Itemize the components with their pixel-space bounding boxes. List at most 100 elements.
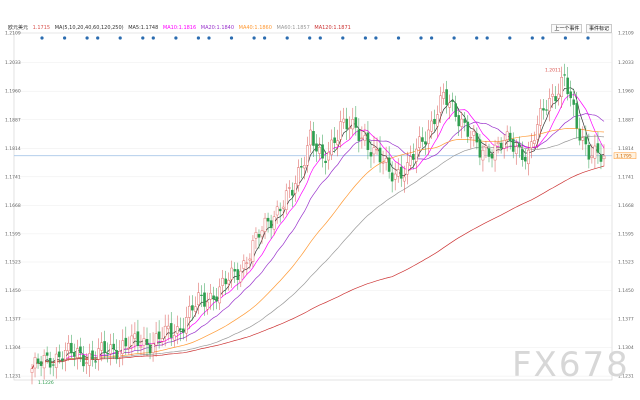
event-marker bbox=[396, 36, 401, 40]
ma-title: MA(5,10,20,40,60,120,250) bbox=[54, 25, 124, 31]
candle-body bbox=[530, 141, 533, 149]
y-tick-left: 1.1450 bbox=[5, 288, 21, 294]
candle-body bbox=[369, 152, 373, 157]
candle-body bbox=[448, 102, 451, 108]
candle-body bbox=[182, 328, 185, 333]
candle-body bbox=[70, 342, 73, 354]
event-marker bbox=[308, 36, 312, 40]
event-marker bbox=[285, 36, 289, 40]
event-marker bbox=[229, 36, 234, 40]
candle-body bbox=[100, 342, 103, 351]
candle-body bbox=[160, 338, 164, 342]
event-marker bbox=[85, 36, 89, 40]
candle-body bbox=[381, 162, 385, 164]
candle-body bbox=[303, 165, 306, 169]
y-tick-right: 1.1960 bbox=[618, 89, 634, 95]
candle-body bbox=[251, 240, 255, 262]
candle-body bbox=[97, 348, 100, 360]
ma40-line bbox=[31, 127, 605, 369]
event-marker bbox=[586, 36, 590, 40]
candle-body bbox=[45, 352, 49, 356]
candle-body bbox=[484, 145, 488, 148]
prev-event-button[interactable]: 上一个事件 bbox=[551, 24, 583, 33]
candle-body bbox=[508, 132, 512, 142]
candle-body bbox=[520, 149, 524, 160]
candle-body bbox=[342, 118, 346, 123]
candle-body bbox=[393, 173, 397, 180]
candle-body bbox=[493, 144, 497, 161]
candle-body bbox=[54, 353, 58, 368]
event-marker bbox=[196, 36, 200, 40]
y-tick-right: 1.1814 bbox=[618, 146, 634, 152]
current-price-tag-label: 1.1795 bbox=[616, 153, 632, 159]
ma120-legend: MA120:1.1871 bbox=[314, 25, 351, 31]
candle-body bbox=[390, 172, 394, 182]
candle-body bbox=[278, 208, 282, 212]
candle-body bbox=[345, 118, 349, 130]
candle-body bbox=[106, 353, 109, 355]
candle-body bbox=[212, 295, 215, 300]
event-marker bbox=[63, 36, 67, 40]
candle-body bbox=[263, 217, 267, 232]
ma60-legend: MA60:1.1857 bbox=[276, 25, 310, 31]
candle-body bbox=[430, 120, 433, 132]
candle-body bbox=[188, 305, 191, 318]
plot-frame bbox=[13, 32, 613, 381]
candle-body bbox=[121, 340, 125, 354]
candle-body bbox=[148, 344, 152, 354]
candle-body bbox=[439, 95, 442, 113]
candle-body bbox=[363, 135, 367, 141]
candle-body bbox=[578, 128, 582, 141]
candle-body bbox=[63, 350, 67, 360]
candle-body bbox=[378, 147, 382, 163]
candle-body bbox=[463, 118, 467, 123]
y-tick-right: 1.2109 bbox=[618, 31, 634, 37]
candle-body bbox=[197, 292, 200, 306]
candle-body bbox=[30, 368, 34, 373]
candle-body bbox=[178, 328, 182, 331]
ma5-legend: MA5:1.1748 bbox=[128, 25, 159, 31]
candle-body bbox=[539, 108, 542, 126]
candle-body bbox=[593, 145, 597, 159]
candle-body bbox=[91, 350, 94, 360]
candle-body bbox=[206, 301, 209, 310]
candle-body bbox=[339, 121, 342, 140]
candle-body bbox=[48, 358, 52, 368]
ma40-legend: MA40:1.1860 bbox=[238, 25, 272, 31]
event-marker bbox=[374, 36, 378, 40]
event-marker bbox=[452, 36, 456, 40]
candle-body bbox=[557, 93, 560, 99]
candle-body bbox=[281, 206, 285, 209]
candle-body bbox=[442, 92, 445, 99]
ma10-legend: MA10:1.1816 bbox=[162, 25, 197, 31]
candle-body bbox=[357, 129, 361, 141]
candle-body bbox=[454, 103, 458, 117]
candle-body bbox=[191, 305, 194, 311]
candle-body bbox=[312, 131, 315, 146]
candle-body bbox=[551, 93, 554, 97]
event-marker bbox=[419, 36, 423, 40]
candle-body bbox=[172, 335, 176, 341]
event-marker bbox=[151, 36, 155, 40]
event-marker bbox=[541, 36, 545, 40]
candle-body bbox=[469, 137, 473, 139]
candle-body bbox=[42, 355, 46, 369]
candle-body bbox=[254, 232, 258, 239]
candle-body bbox=[336, 140, 339, 145]
y-tick-right: 1.1668 bbox=[618, 203, 634, 209]
candle-body bbox=[517, 143, 521, 147]
y-tick-right: 1.1231 bbox=[618, 374, 634, 380]
candle-body bbox=[575, 103, 579, 129]
candle-body bbox=[560, 77, 563, 97]
candle-body bbox=[85, 362, 88, 364]
candle-body bbox=[466, 121, 470, 137]
event-marks-button[interactable]: 事件标记 bbox=[585, 24, 612, 33]
candle-body bbox=[478, 139, 482, 158]
event-marker bbox=[530, 36, 534, 40]
candle-body bbox=[427, 129, 430, 144]
symbol-label: 欧元美元 bbox=[8, 25, 29, 31]
candle-body bbox=[596, 143, 600, 153]
event-marker bbox=[40, 36, 44, 40]
